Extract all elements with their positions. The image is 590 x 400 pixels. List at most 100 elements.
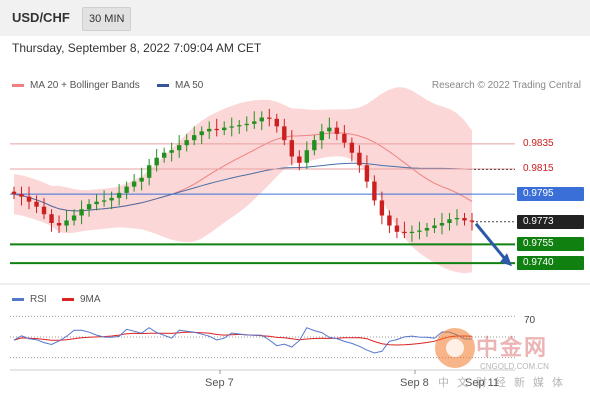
candle	[49, 214, 54, 224]
candle	[469, 220, 475, 222]
research-credit: Research © 2022 Trading Central	[431, 80, 581, 91]
currency-pair-title: USD/CHF	[12, 10, 70, 25]
candle	[297, 156, 302, 163]
rsi-line	[13, 327, 473, 354]
rsi-ma-swatch	[62, 298, 74, 301]
candle	[131, 181, 137, 187]
watermark-name: 中金网	[476, 335, 549, 360]
candle	[124, 186, 129, 193]
rsi-legend-label: RSI	[30, 294, 47, 305]
candle	[364, 165, 370, 182]
candle	[312, 140, 317, 151]
candle	[342, 133, 347, 143]
candle	[447, 219, 452, 224]
resistance-1-label: 0.9815	[523, 163, 554, 175]
candle	[319, 131, 325, 141]
legend-ma50: MA 50	[157, 80, 203, 91]
x-tick-sep7: Sep 7	[205, 377, 234, 389]
candle	[289, 140, 295, 157]
candle	[237, 125, 242, 127]
rsi-70-label: 70	[524, 315, 536, 326]
candle	[109, 197, 114, 201]
candle	[229, 126, 234, 128]
candle	[274, 118, 279, 127]
rsi-swatch	[12, 298, 24, 301]
ma50-line	[13, 162, 473, 212]
candle	[19, 194, 24, 197]
candle	[432, 225, 437, 229]
resistance-2-label: 0.9835	[523, 137, 554, 149]
candle	[417, 230, 422, 232]
candle	[56, 223, 62, 226]
candle	[161, 152, 167, 158]
candle	[26, 196, 32, 202]
x-tick-sep8: Sep 8	[400, 377, 429, 389]
candle	[454, 217, 460, 220]
candle	[372, 181, 377, 201]
legend-bollinger-label: MA 20 + Bollinger Bands	[30, 80, 140, 91]
candle	[116, 192, 122, 198]
watermark-url: CNGOLD.COM.CN	[480, 362, 549, 371]
candle	[439, 223, 445, 226]
candle	[79, 209, 84, 216]
candle	[349, 142, 355, 153]
candle	[199, 131, 204, 136]
candle	[327, 127, 332, 132]
candle	[184, 140, 189, 146]
support-2-badge: 0.9740	[517, 256, 584, 271]
candle	[462, 217, 467, 221]
candle	[244, 123, 249, 126]
candle	[176, 145, 182, 151]
rsi-panel	[10, 315, 515, 374]
x-tick-sep11: Sep 11	[465, 377, 500, 389]
candle	[11, 191, 17, 195]
candle	[334, 127, 340, 134]
price-panel	[0, 87, 590, 285]
candle	[71, 215, 77, 221]
candle	[402, 231, 407, 234]
pivot-level-badge: 0.9795	[517, 187, 584, 202]
candle	[86, 204, 92, 210]
rsi-ma-legend: 9MA	[62, 294, 101, 305]
last-price-badge: 0.9773	[517, 214, 584, 229]
timeframe-badge[interactable]: 30 MIN	[82, 7, 132, 31]
candle	[282, 126, 287, 141]
candle	[214, 128, 219, 131]
rsi-legend: RSI	[12, 294, 47, 305]
support-1-badge: 0.9755	[517, 237, 584, 252]
candle	[304, 150, 310, 163]
candle	[191, 135, 197, 141]
watermark-slogan: 中文财经新媒体	[438, 377, 571, 389]
candle	[267, 117, 272, 119]
header-bar: USD/CHF 30 MIN	[0, 0, 590, 36]
candle	[41, 206, 47, 215]
candle	[394, 225, 400, 232]
forecast-arrowhead-icon	[500, 253, 512, 267]
candle	[409, 231, 415, 234]
bollinger-band-area	[14, 87, 472, 274]
bollinger-swatch	[12, 84, 24, 87]
candle	[252, 121, 257, 124]
candle	[207, 128, 212, 132]
candle	[169, 150, 174, 153]
candle	[357, 152, 362, 166]
ma50-swatch	[157, 84, 169, 87]
candle	[34, 201, 39, 207]
forecast-arrow-icon	[474, 222, 508, 262]
candle	[101, 200, 107, 202]
watermark-logo-icon	[435, 328, 475, 368]
candle	[64, 220, 69, 226]
candle	[222, 127, 227, 131]
candle	[139, 177, 144, 182]
candle	[146, 165, 152, 178]
candle	[94, 201, 99, 205]
candle	[379, 200, 385, 216]
chart-datetime: Thursday, September 8, 2022 7:09:04 AM C…	[12, 41, 262, 55]
rsi-ma-legend-label: 9MA	[80, 294, 101, 305]
candle	[424, 228, 430, 231]
candle	[387, 215, 392, 226]
candle	[154, 157, 159, 166]
candle	[259, 117, 264, 122]
legend-ma50-label: MA 50	[175, 80, 204, 91]
